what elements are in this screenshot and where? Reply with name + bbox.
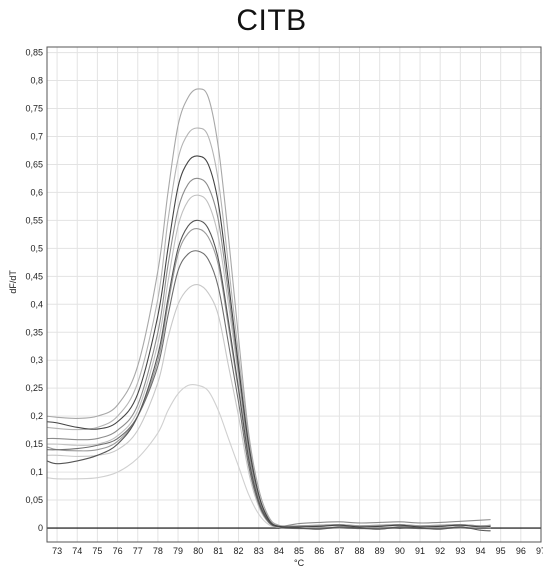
melt-curve-line [46, 88, 491, 527]
x-tick-label: 89 [375, 546, 385, 556]
y-tick-label: 0,15 [25, 439, 43, 449]
melt-curve-line [46, 228, 491, 528]
melt-curve-line [46, 283, 491, 529]
x-tick-label: 83 [254, 546, 264, 556]
x-tick-label: 86 [314, 546, 324, 556]
y-tick-label: 0,6 [30, 187, 43, 197]
x-tick-label: 73 [52, 546, 62, 556]
x-tick-label: 96 [516, 546, 526, 556]
x-tick-label: 91 [415, 546, 425, 556]
melt-curve-line [46, 155, 491, 528]
x-tick-label: 97 [536, 546, 543, 556]
y-tick-label: 0,45 [25, 271, 43, 281]
melt-curve-line [46, 219, 491, 532]
melt-curve-line [46, 250, 491, 530]
x-tick-label: 84 [274, 546, 284, 556]
y-tick-label: 0,55 [25, 215, 43, 225]
x-tick-label: 77 [133, 546, 143, 556]
x-tick-label: 82 [234, 546, 244, 556]
x-tick-label: 74 [72, 546, 82, 556]
x-tick-label: 79 [173, 546, 183, 556]
y-tick-label: 0,2 [30, 411, 43, 421]
y-axis-title: dF/dT [8, 270, 18, 294]
y-tick-label: 0,8 [30, 76, 43, 86]
x-tick-label: 80 [193, 546, 203, 556]
x-tick-label: 78 [153, 546, 163, 556]
y-tick-label: 0,65 [25, 159, 43, 169]
y-tick-label: 0,4 [30, 299, 43, 309]
melt-curve-line [46, 383, 491, 529]
x-tick-label: 87 [334, 546, 344, 556]
plot-frame [46, 46, 542, 543]
y-tick-label: 0,35 [25, 327, 43, 337]
y-tick-label: 0,1 [30, 467, 43, 477]
x-tick-label: 95 [496, 546, 506, 556]
y-tick-label: 0,85 [25, 48, 43, 58]
x-tick-label: 76 [113, 546, 123, 556]
x-tick-labels: 73 74 75 76 77 78 79 80 81 82 83 84 85 86 87 88 89 90 91 92… [52, 546, 543, 556]
y-tick-label: 0,05 [25, 495, 43, 505]
x-tick-label: 94 [476, 546, 486, 556]
x-axis-title: °C [294, 558, 305, 568]
melt-curve-line [46, 127, 491, 528]
x-tick-label: 93 [455, 546, 465, 556]
y-tick-labels: 0 0,05 0,1 0,15 0,2 0,25 0,3 0,35 0,4 0,45 0,5 0,55… [25, 48, 43, 533]
melt-curve-line [46, 194, 491, 528]
y-tick-label: 0,5 [30, 243, 43, 253]
x-tick-label: 90 [395, 546, 405, 556]
x-tick-label: 81 [213, 546, 223, 556]
grid-layer [47, 47, 542, 542]
y-tick-label: 0,25 [25, 383, 43, 393]
melt-curve-line [46, 177, 491, 527]
y-tick-label: 0,7 [30, 131, 43, 141]
y-tick-label: 0,75 [25, 104, 43, 114]
x-tick-label: 75 [92, 546, 102, 556]
chart-title: CITB [236, 4, 307, 37]
x-tick-label: 92 [435, 546, 445, 556]
x-tick-label: 85 [294, 546, 304, 556]
series-layer [46, 88, 491, 532]
y-tick-label: 0 [38, 523, 43, 533]
y-tick-label: 0,3 [30, 355, 43, 365]
x-tick-label: 88 [355, 546, 365, 556]
